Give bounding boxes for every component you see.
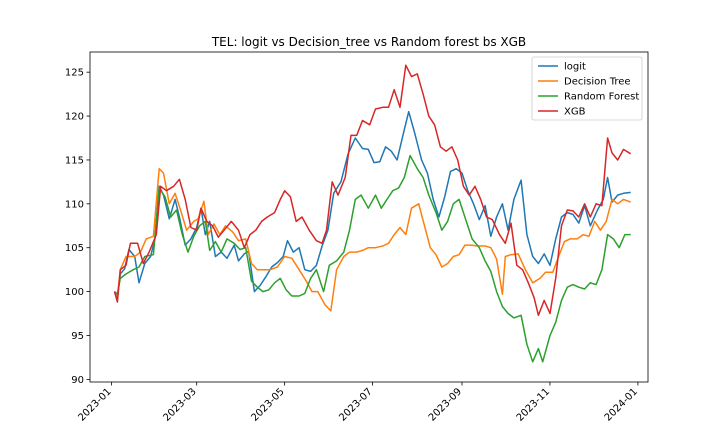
series-line-xgb: [113, 64, 632, 317]
plot-frame: [89, 51, 649, 383]
series-line-logit: [113, 110, 631, 299]
y-tick-label: 105: [65, 243, 84, 254]
legend: logit Decision Tree Random Forest XGB: [531, 56, 643, 121]
chart-title: TEL: logit vs Decision_tree vs Random fo…: [211, 35, 526, 49]
y-tick-label: 100: [65, 287, 84, 298]
series-line-decision-tree: [113, 167, 631, 312]
y-tick-label: 125: [65, 68, 84, 79]
y-tick-label: 110: [65, 199, 84, 210]
legend-label-xgb: XGB: [564, 107, 586, 118]
legend-label-random-forest: Random Forest: [564, 92, 639, 103]
y-tick-label: 115: [65, 155, 84, 166]
legend-label-decision-tree: Decision Tree: [564, 77, 631, 88]
legend-box: [531, 56, 643, 121]
y-tick-label: 95: [71, 331, 84, 342]
series-line-random-forest: [113, 154, 631, 363]
y-tick-label: 90: [71, 375, 84, 386]
legend-label-logit: logit: [564, 62, 586, 73]
y-tick-label: 120: [65, 112, 84, 123]
series-layer: [113, 64, 632, 363]
